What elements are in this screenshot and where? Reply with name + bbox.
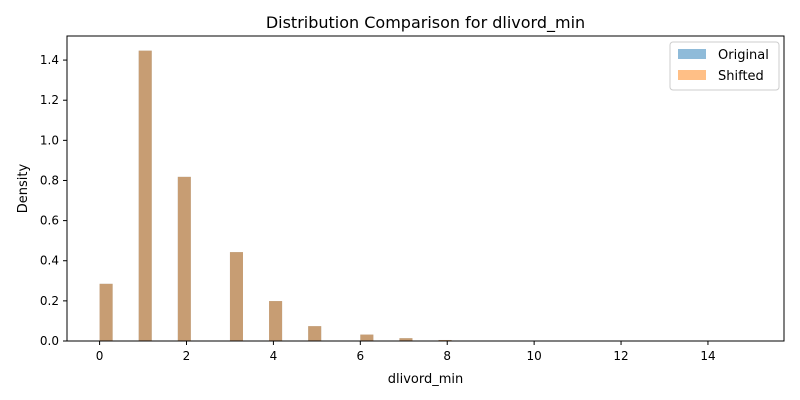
chart-title: Distribution Comparison for dlivord_min xyxy=(266,13,585,33)
legend: Original Shifted xyxy=(669,41,780,91)
y-tick-label-7: 1.4 xyxy=(40,53,59,67)
y-tick-label-3: 0.6 xyxy=(40,214,59,228)
bar-shifted-5 xyxy=(308,326,322,341)
x-tick-label-5: 10 xyxy=(526,349,541,363)
bar-shifted-4 xyxy=(269,301,283,341)
legend-label-original: Original xyxy=(718,48,769,63)
x-tick-label-1: 2 xyxy=(183,349,191,363)
legend-label-shifted: Shifted xyxy=(718,69,764,84)
x-tick-label-4: 8 xyxy=(443,349,451,363)
x-tick-label-7: 14 xyxy=(700,349,715,363)
x-tick-label-3: 6 xyxy=(356,349,364,363)
plot-frame xyxy=(66,35,785,342)
y-tick-label-0: 0.0 xyxy=(40,334,59,348)
legend-swatch-shifted xyxy=(678,70,706,80)
y-tick-label-2: 0.4 xyxy=(40,254,59,268)
y-tick-label-5: 1.0 xyxy=(40,133,59,147)
x-tick-label-0: 0 xyxy=(96,349,104,363)
y-tick-label-4: 0.8 xyxy=(40,173,59,187)
bar-shifted-7 xyxy=(399,338,413,341)
y-tick-label-1: 0.2 xyxy=(40,294,59,308)
plot-area xyxy=(66,35,785,342)
y-tick-label-6: 1.2 xyxy=(40,93,59,107)
bars-layer xyxy=(99,50,765,342)
bar-shifted-3 xyxy=(229,252,243,341)
bar-shifted-1 xyxy=(138,50,152,342)
x-axis-label: dlivord_min xyxy=(388,372,464,387)
bar-shifted-2 xyxy=(177,176,191,341)
bar-shifted-6 xyxy=(360,334,374,341)
y-axis: 0.0 0.2 0.4 0.6 0.8 1.0 1.2 1.4 xyxy=(40,53,67,348)
x-axis: 0 2 4 6 8 10 12 14 xyxy=(96,341,716,363)
bar-shifted-0 xyxy=(99,283,113,341)
x-tick-label-2: 4 xyxy=(270,349,278,363)
legend-swatch-original xyxy=(678,49,706,59)
x-tick-label-6: 12 xyxy=(613,349,628,363)
bar-shifted-8 xyxy=(438,339,452,341)
y-axis-label: Density xyxy=(16,163,31,213)
